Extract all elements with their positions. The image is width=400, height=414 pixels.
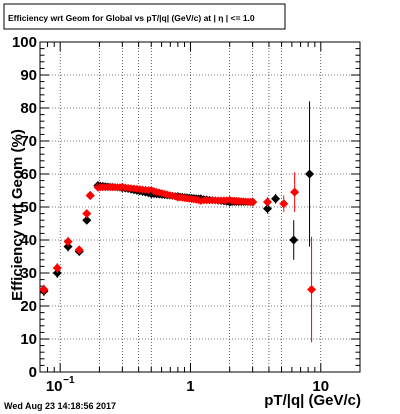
series-layer bbox=[39, 101, 317, 343]
data-point bbox=[82, 215, 92, 225]
data-point bbox=[262, 197, 272, 207]
timestamp: Wed Aug 23 14:18:56 2017 bbox=[4, 401, 116, 411]
data-point bbox=[262, 204, 272, 214]
data-point bbox=[82, 209, 92, 219]
data-point bbox=[85, 190, 95, 200]
x-tick-label: 1 bbox=[186, 378, 194, 395]
y-tick-label: 60 bbox=[20, 166, 37, 183]
y-tick-label: 80 bbox=[20, 100, 37, 117]
y-tick-label: 20 bbox=[20, 298, 37, 315]
data-point bbox=[144, 186, 153, 195]
y-tick-label: 30 bbox=[20, 265, 37, 282]
y-tick-label: 10 bbox=[20, 331, 37, 348]
data-point bbox=[289, 235, 299, 245]
data-point bbox=[271, 194, 281, 204]
y-axis-label: Efficiency wrt Geom (%) bbox=[9, 129, 26, 301]
data-point bbox=[52, 263, 62, 273]
data-point bbox=[305, 169, 315, 179]
data-point bbox=[115, 183, 124, 192]
data-point bbox=[307, 285, 317, 294]
y-tick-label: 90 bbox=[20, 67, 37, 84]
y-tick-label: 50 bbox=[20, 199, 37, 216]
x-tick-label: 10 bbox=[312, 378, 329, 395]
x-tick-label-exponent: −1 bbox=[63, 375, 75, 386]
y-tick-label: 70 bbox=[20, 133, 37, 150]
y-tick-label: 40 bbox=[20, 232, 37, 249]
x-axis-label: pT/|q| (GeV/c) bbox=[264, 392, 361, 409]
data-point bbox=[279, 199, 289, 209]
y-tick-label: 0 bbox=[29, 364, 37, 381]
data-point bbox=[290, 187, 300, 197]
data-point bbox=[74, 245, 84, 255]
data-point bbox=[194, 196, 203, 205]
chart-title: Efficiency wrt Geom for Global vs pT/|q|… bbox=[8, 13, 255, 23]
y-tick-label: 100 bbox=[12, 34, 37, 51]
series-1-dense bbox=[96, 183, 255, 206]
title-box bbox=[3, 3, 286, 30]
x-tick-label: 10 bbox=[46, 378, 63, 395]
data-point bbox=[246, 197, 255, 206]
data-point bbox=[222, 196, 231, 205]
data-point bbox=[39, 285, 49, 294]
data-point bbox=[63, 237, 73, 247]
